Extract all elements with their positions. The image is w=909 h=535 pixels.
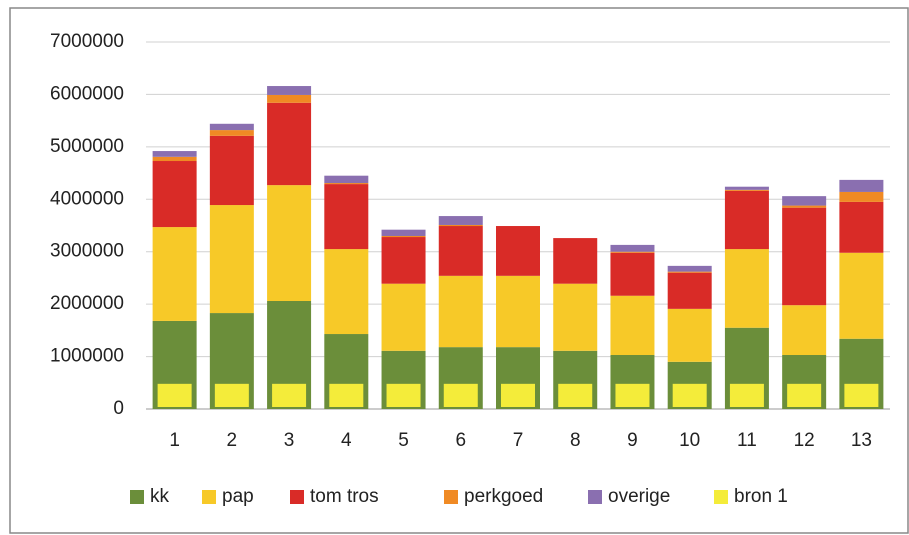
y-tick-label: 6000000 xyxy=(50,83,124,104)
bar-segment xyxy=(152,161,197,228)
bar-segment xyxy=(267,86,312,95)
y-tick-label: 5000000 xyxy=(50,136,124,157)
overlay-bar xyxy=(615,383,650,407)
x-tick-label: 5 xyxy=(398,430,409,451)
legend-label: perkgoed xyxy=(464,486,543,507)
y-tick-label: 3000000 xyxy=(50,241,124,262)
x-tick-label: 2 xyxy=(227,430,238,451)
overlay-bar xyxy=(787,383,822,407)
legend-swatch xyxy=(202,490,216,504)
x-tick-label: 9 xyxy=(627,430,638,451)
bar-segment xyxy=(324,175,369,184)
legend-label: tom tros xyxy=(310,486,379,507)
overlay-bar xyxy=(386,383,421,407)
bar-segment xyxy=(839,252,884,339)
legend-swatch xyxy=(290,490,304,504)
bar-segment xyxy=(496,226,540,276)
legend-swatch xyxy=(588,490,602,504)
legend-swatch xyxy=(714,490,728,504)
bar-segment xyxy=(553,283,598,351)
legend-label: overige xyxy=(608,486,670,507)
x-tick-label: 7 xyxy=(513,430,524,451)
x-tick-label: 6 xyxy=(455,430,466,451)
x-tick-label: 12 xyxy=(794,430,815,451)
legend-swatch xyxy=(130,490,144,504)
overlay-bar xyxy=(157,383,192,407)
bar-segment xyxy=(553,238,598,284)
x-tick-label: 11 xyxy=(737,430,757,451)
bar-segment xyxy=(438,224,483,227)
bar-segment xyxy=(610,295,655,355)
bar-segment xyxy=(782,305,827,355)
y-tick-label: 0 xyxy=(113,398,124,419)
bar-segment xyxy=(152,151,197,157)
bar-segment xyxy=(667,272,712,309)
overlay-bar xyxy=(672,383,707,407)
bar-segment xyxy=(267,94,312,103)
bar-segment xyxy=(667,308,712,362)
bar-segment xyxy=(381,237,426,284)
legend-label: pap xyxy=(222,486,254,507)
legend-swatch xyxy=(444,490,458,504)
overlay-bar xyxy=(272,383,307,407)
x-tick-label: 8 xyxy=(570,430,581,451)
overlay-bar xyxy=(214,383,249,407)
bar-segment xyxy=(267,102,312,186)
x-tick-label: 10 xyxy=(679,430,700,451)
bar-segment xyxy=(324,184,369,250)
overlay-bar xyxy=(558,383,593,407)
bar-segment xyxy=(496,275,540,348)
legend-label: bron 1 xyxy=(734,486,788,507)
bar-segment xyxy=(782,205,827,208)
bar-segment xyxy=(667,271,712,273)
bar-segment xyxy=(267,185,312,301)
bar-segment xyxy=(610,252,655,296)
x-tick-label: 13 xyxy=(851,430,872,451)
bar-segment xyxy=(782,207,827,306)
overlay-bar xyxy=(329,383,364,407)
bar-segment xyxy=(381,229,426,236)
y-tick-label: 2000000 xyxy=(50,293,124,314)
bar-segment xyxy=(724,190,769,250)
overlay-bar xyxy=(844,383,879,407)
bar-segment xyxy=(324,249,369,335)
bar-segment xyxy=(839,179,884,192)
bar-segment xyxy=(724,249,769,328)
bar-segment xyxy=(667,265,712,272)
bar-segment xyxy=(782,196,827,206)
x-tick-label: 4 xyxy=(341,430,352,451)
overlay-bar xyxy=(729,383,764,407)
bar-segment xyxy=(381,283,426,351)
bar-segment xyxy=(724,189,769,191)
bar-segment xyxy=(209,130,254,136)
bar-segment xyxy=(381,235,426,238)
bar-segment xyxy=(209,123,254,131)
y-tick-label: 7000000 xyxy=(50,31,124,52)
bar-segment xyxy=(610,251,655,253)
bar-segment xyxy=(209,135,254,206)
y-tick-label: 1000000 xyxy=(50,346,124,367)
legend-label: kk xyxy=(150,486,170,507)
bar-segment xyxy=(724,186,769,190)
bar-segment xyxy=(152,227,197,321)
y-tick-label: 4000000 xyxy=(50,188,124,209)
bar-segment xyxy=(839,191,884,202)
bar-segment xyxy=(324,183,369,185)
bar-segment xyxy=(438,216,483,225)
overlay-bar xyxy=(501,383,535,407)
x-tick-label: 1 xyxy=(169,430,180,451)
bar-segment xyxy=(209,205,254,314)
bar-segment xyxy=(438,275,483,348)
overlay-bar xyxy=(443,383,478,407)
bar-segment xyxy=(839,201,884,253)
bar-segment xyxy=(438,226,483,276)
x-tick-label: 3 xyxy=(284,430,295,451)
bar-segment xyxy=(610,244,655,252)
bar-segment xyxy=(152,156,197,162)
